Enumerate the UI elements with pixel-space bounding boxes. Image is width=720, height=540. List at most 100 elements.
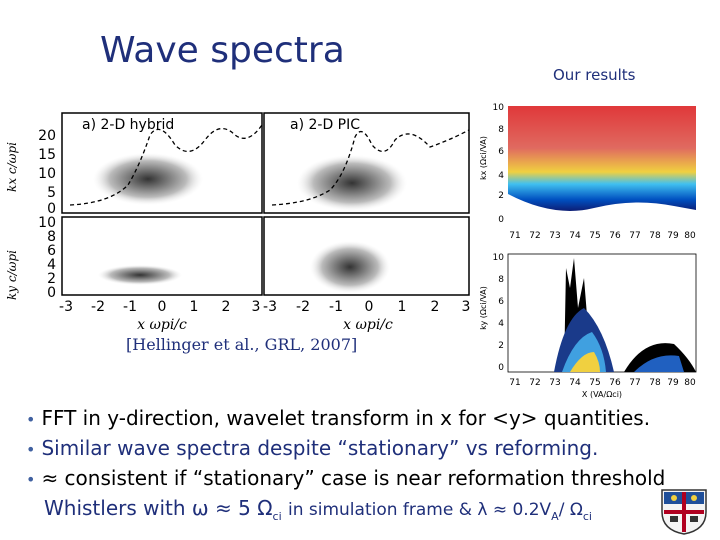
- ytick-bottom-5: 0: [47, 285, 56, 301]
- pic-bottom-blob: [310, 241, 390, 293]
- xtick-hybrid-2: -1: [123, 299, 137, 315]
- right-kx-spectrum: kx (Ωci/VA) 10 8 6 4 2 0 71 72 73 74 75 …: [479, 103, 696, 241]
- xtick-pic-0: -3: [263, 299, 277, 315]
- ytick-top-4: 0: [47, 201, 56, 217]
- hybrid-bottom-blob: [98, 265, 182, 285]
- ytick-bottom-2: 6: [47, 243, 56, 259]
- right-top-xtick-9: 80: [684, 231, 696, 241]
- bullet-text: ≈ consistent if “stationary” case is nea…: [41, 466, 666, 490]
- citation: [Hellinger et al., GRL, 2007]: [126, 335, 358, 354]
- right-bot-ytick-0: 10: [493, 253, 505, 263]
- ylabel-top: kx c/ωpi: [5, 142, 19, 192]
- ytick-top-2: 10: [38, 166, 56, 182]
- right-ky-spectrum: ky (Ωci/VA) 10 8 6 4 2 0 71 72 73 74 75 …: [479, 253, 697, 399]
- right-bot-xtick-9: 80: [684, 378, 696, 388]
- right-bot-xtick-2: 73: [549, 378, 560, 388]
- pic-dispersion-curve: [271, 129, 470, 206]
- right-bot-ytick-5: 0: [498, 363, 504, 373]
- right-top-lower-white: [508, 194, 696, 226]
- right-bot-ytick-2: 6: [498, 297, 504, 307]
- xtick-hybrid-3: 0: [158, 299, 167, 315]
- bullet-dot-icon: •: [26, 470, 36, 489]
- omega-symbol: ω: [191, 496, 209, 520]
- slide-title: Wave spectra: [100, 30, 345, 71]
- right-top-xtick-5: 76: [609, 231, 621, 241]
- whistler-prefix: Whistlers with: [44, 496, 186, 520]
- hybrid-top-blob: [93, 153, 203, 205]
- right-top-xtick-0: 71: [509, 231, 520, 241]
- xtick-hybrid-6: 3: [252, 299, 261, 315]
- xlabel-pic: x ωpi/c: [343, 317, 393, 333]
- right-bot-ytick-1: 8: [498, 275, 504, 285]
- ytick-bottom-0: 10: [38, 215, 56, 231]
- left-spectra-figure: kx c/ωpi ky c/ωpi a) 2-D hybrid a) 2-D P…: [5, 112, 471, 333]
- bullet-text: FFT in y-direction, wavelet transform in…: [41, 406, 651, 430]
- ytick-top-3: 5: [47, 185, 56, 201]
- xtick-hybrid-1: -2: [91, 299, 105, 315]
- whistler-middle: in simulation frame & λ ≈ 0.2V: [287, 500, 552, 520]
- our-results-label: Our results: [553, 66, 636, 84]
- xtick-pic-1: -2: [296, 299, 310, 315]
- right-bot-xtick-3: 74: [569, 378, 581, 388]
- right-top-xtick-1: 72: [529, 231, 540, 241]
- ytick-top-1: 15: [38, 147, 56, 163]
- right-top-ytick-1: 8: [498, 125, 504, 135]
- right-bot-xtick-4: 75: [589, 378, 600, 388]
- whistler-line: Whistlers with ω ≈ 5 Ωci in simulation f…: [44, 496, 592, 523]
- xtick-hybrid-5: 2: [222, 299, 231, 315]
- right-bot-xtick-5: 76: [609, 378, 621, 388]
- right-top-xtick-2: 73: [549, 231, 560, 241]
- ylabel-bottom: ky c/ωpi: [5, 250, 19, 300]
- xtick-pic-2: -1: [329, 299, 343, 315]
- panel-label-hybrid: a) 2-D hybrid: [82, 117, 174, 133]
- ci-subscript: ci: [272, 510, 282, 523]
- bullet-dot-icon: •: [26, 410, 36, 429]
- right-top-ylabel: kx (Ωci/VA): [479, 136, 488, 180]
- xlabel-hybrid: x ωpi/c: [137, 317, 187, 333]
- right-bot-xtick-6: 77: [629, 378, 640, 388]
- right-top-ytick-4: 2: [498, 191, 504, 201]
- bullet-item: • FFT in y-direction, wavelet transform i…: [26, 404, 716, 434]
- ci-subscript-2: ci: [582, 510, 592, 523]
- right-bot-ylabel: ky (Ωci/VA): [479, 286, 488, 330]
- right-top-xtick-4: 75: [589, 231, 600, 241]
- xtick-pic-3: 0: [365, 299, 374, 315]
- ytick-bottom-4: 2: [47, 271, 56, 287]
- right-top-ytick-3: 4: [498, 171, 504, 181]
- bullet-list: • FFT in y-direction, wavelet transform i…: [26, 404, 716, 494]
- panel-label-pic: a) 2-D PIC: [290, 117, 360, 133]
- whistler-slash: / Ω: [558, 500, 583, 520]
- xtick-hybrid-0: -3: [59, 299, 73, 315]
- right-top-ytick-2: 6: [498, 147, 504, 157]
- university-crest-icon: [661, 489, 707, 535]
- xtick-pic-6: 3: [462, 299, 471, 315]
- right-bot-ytick-3: 4: [498, 319, 504, 329]
- ytick-bottom-1: 8: [47, 229, 56, 245]
- bullet-text: Similar wave spectra despite “stationary…: [41, 436, 599, 460]
- ytick-top-0: 20: [38, 128, 56, 144]
- right-top-ytick-5: 0: [498, 215, 504, 225]
- right-bot-ytick-4: 2: [498, 341, 504, 351]
- right-bot-xlabel: X (VA/Ωci): [582, 390, 622, 399]
- right-bot-xtick-8: 79: [667, 378, 679, 388]
- right-top-xtick-7: 78: [649, 231, 661, 241]
- right-top-xtick-8: 79: [667, 231, 679, 241]
- bullet-dot-icon: •: [26, 440, 36, 459]
- right-top-ytick-0: 10: [493, 103, 505, 113]
- right-bot-speckle: [554, 258, 696, 372]
- panel-hybrid-bottom: [61, 216, 263, 296]
- xtick-pic-5: 2: [431, 299, 440, 315]
- ytick-bottom-3: 4: [47, 257, 56, 273]
- pic-top-blob: [297, 155, 407, 211]
- a-subscript: A: [551, 510, 559, 523]
- xtick-hybrid-4: 1: [190, 299, 199, 315]
- right-bot-xtick-1: 72: [529, 378, 540, 388]
- right-top-xtick-3: 74: [569, 231, 581, 241]
- approx-five: ≈ 5 Ω: [215, 496, 273, 520]
- bullet-item: • Similar wave spectra despite “stationar…: [26, 434, 716, 464]
- right-top-xtick-6: 77: [629, 231, 640, 241]
- bullet-item: • ≈ consistent if “stationary” case is ne…: [26, 464, 716, 494]
- right-bot-xtick-0: 71: [509, 378, 520, 388]
- right-bot-xtick-7: 78: [649, 378, 661, 388]
- xtick-pic-4: 1: [398, 299, 407, 315]
